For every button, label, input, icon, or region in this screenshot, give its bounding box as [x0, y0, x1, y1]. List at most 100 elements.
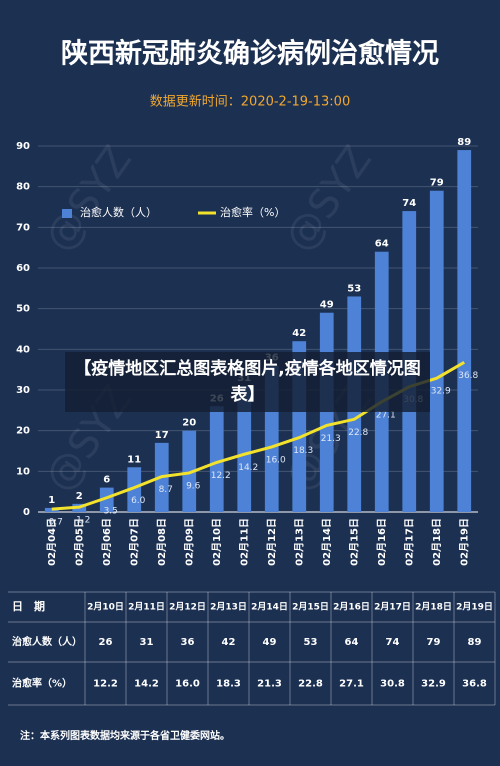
- line-value-label: 9.6: [186, 481, 201, 491]
- bar: [457, 150, 472, 513]
- x-tick-label: 02月16日: [376, 518, 388, 566]
- y-tick-label: 0: [23, 507, 30, 518]
- x-tick-label: 02月14日: [321, 518, 333, 566]
- bar-value-label: 74: [402, 198, 416, 209]
- line-value-label: 1.2: [76, 516, 90, 526]
- table-cell: 22.8: [298, 679, 323, 690]
- bar-value-label: 6: [103, 475, 110, 486]
- legend-label: 治愈率（%）: [220, 205, 285, 219]
- bar-value-label: 89: [457, 137, 471, 148]
- table-cell: 14.2: [134, 679, 159, 690]
- x-tick-label: 02月15日: [348, 518, 360, 566]
- legend-swatch: [62, 209, 72, 218]
- x-tick-label: 02月08日: [156, 518, 168, 566]
- x-tick-label: 02月11日: [238, 518, 250, 566]
- line-value-label: 21.3: [321, 434, 341, 444]
- x-tick-label: 02月18日: [431, 518, 443, 566]
- table-cell: 74: [386, 637, 400, 648]
- bar-value-label: 11: [127, 454, 141, 465]
- y-tick-label: 40: [16, 344, 30, 355]
- bar-value-label: 79: [430, 178, 444, 189]
- line-value-label: 3.5: [104, 506, 118, 516]
- bar-value-label: 53: [347, 283, 361, 294]
- y-tick-label: 30: [16, 385, 30, 396]
- x-tick-label: 02月06日: [101, 518, 113, 566]
- x-tick-label: 02月12日: [266, 518, 278, 566]
- y-tick-label: 90: [16, 141, 30, 152]
- y-tick-label: 20: [16, 426, 30, 437]
- line-value-label: 18.3: [293, 446, 313, 456]
- table-cell: 18.3: [216, 679, 241, 690]
- x-tick-label: 02月07日: [128, 518, 140, 566]
- bar-value-label: 49: [320, 300, 334, 311]
- bar: [127, 467, 142, 512]
- x-tick-label: 02月10日: [211, 518, 223, 566]
- bar-value-label: 64: [375, 239, 389, 250]
- line-value-label: 12.2: [211, 471, 231, 481]
- line-value-label: 32.9: [431, 387, 451, 397]
- bar: [429, 190, 444, 512]
- y-tick-label: 50: [16, 304, 30, 315]
- table-cell: 36.8: [462, 679, 487, 690]
- table-cell: 31: [140, 637, 154, 648]
- line-value-label: 27.1: [376, 410, 396, 420]
- table-cell: 89: [468, 637, 482, 648]
- chart-subtitle: 数据更新时间：2020-2-19-13:00: [150, 94, 350, 110]
- y-tick-label: 80: [16, 182, 30, 193]
- bar: [319, 312, 334, 512]
- table-header-cell: 2月12日: [169, 602, 206, 613]
- table-header-cell: 2月17日: [374, 602, 411, 613]
- watermark: @SYZ: [276, 138, 381, 260]
- table-header-cell: 2月16日: [333, 602, 370, 613]
- line-value-label: 8.7: [159, 485, 173, 495]
- y-tick-label: 60: [16, 263, 30, 274]
- table-cell: 27.1: [339, 679, 364, 690]
- table-header-cell: 2月18日: [415, 602, 452, 613]
- bar: [237, 385, 252, 512]
- footnote: 注：本系列图表数据均来源于各省卫健委网站。: [20, 729, 230, 742]
- table-cell: 30.8: [380, 679, 405, 690]
- table-cell: 49: [263, 637, 277, 648]
- line-value-label: 6.0: [131, 496, 146, 506]
- x-tick-label: 02月19日: [458, 518, 470, 566]
- y-tick-label: 10: [16, 466, 30, 477]
- bar: [182, 430, 197, 512]
- y-tick-label: 70: [16, 222, 30, 233]
- line-value-label: 0.7: [49, 518, 63, 528]
- line-value-label: 22.8: [348, 428, 368, 438]
- legend-label: 治愈人数（人）: [80, 205, 157, 219]
- table-header-cell: 2月14日: [251, 602, 288, 613]
- watermark: @SYZ: [36, 138, 141, 260]
- bar-value-label: 17: [155, 430, 169, 441]
- x-tick-label: 02月09日: [183, 518, 195, 566]
- bar: [44, 507, 59, 512]
- table-cell: 16.0: [175, 679, 200, 690]
- bar: [209, 406, 224, 512]
- x-tick-label: 02月05日: [73, 518, 85, 566]
- line-value-label: 36.8: [458, 371, 478, 381]
- table-cell: 12.2: [93, 679, 118, 690]
- table-header-cell: 2月15日: [292, 602, 329, 613]
- table-cell: 21.3: [257, 679, 282, 690]
- bar-value-label: 2: [76, 491, 83, 502]
- table-header-cell: 2月11日: [128, 602, 165, 613]
- bar-value-label: 20: [182, 418, 196, 429]
- table-header-cell: 2月10日: [87, 602, 124, 613]
- table-cell: 53: [304, 637, 318, 648]
- table-cell: 26: [99, 637, 113, 648]
- line-value-label: 14.2: [238, 463, 258, 473]
- bar-value-label: 1: [48, 495, 55, 506]
- table-cell: 36: [181, 637, 195, 648]
- table-cell: 79: [427, 637, 441, 648]
- bar: [99, 487, 114, 512]
- line-value-label: 16.0: [266, 455, 286, 465]
- table-header-cell: 2月19日: [456, 602, 493, 613]
- bar-value-label: 42: [292, 328, 306, 339]
- x-tick-label: 02月13日: [293, 518, 305, 566]
- table-cell: 32.9: [421, 679, 446, 690]
- x-tick-label: 02月04日: [46, 518, 58, 566]
- table-cell: 42: [222, 637, 236, 648]
- x-tick-label: 02月17日: [403, 518, 415, 566]
